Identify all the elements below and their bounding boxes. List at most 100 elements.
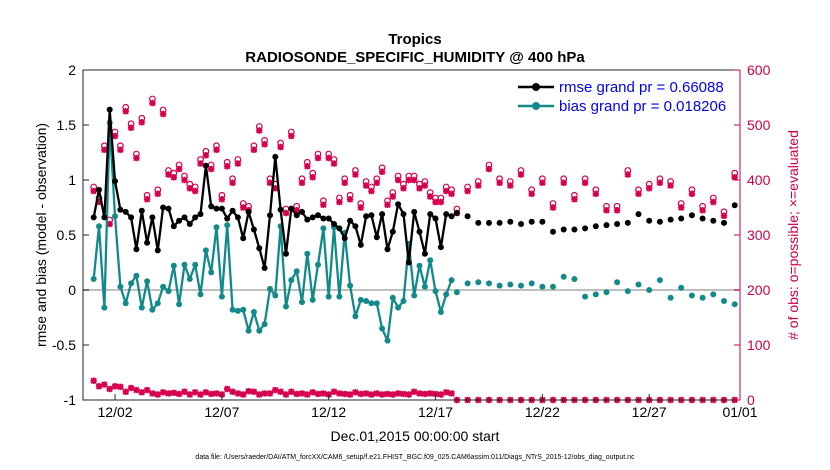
obs-evaluated-marker <box>154 190 161 197</box>
obs-lower-marker <box>384 390 391 398</box>
y-tick-label: -0.5 <box>52 337 76 353</box>
obs-evaluated-marker <box>213 146 220 153</box>
bias-point <box>299 299 305 306</box>
rmse-point <box>224 215 231 222</box>
bias-point <box>464 280 471 287</box>
obs-evaluated-marker <box>277 143 284 151</box>
bias-point <box>229 306 236 313</box>
obs-evaluated-marker <box>309 174 316 181</box>
obs-evaluated-marker <box>186 185 194 192</box>
rmse-point <box>496 219 503 226</box>
obs-evaluated-marker <box>378 168 386 175</box>
bias-point <box>379 325 386 332</box>
bias-point <box>309 296 316 303</box>
rmse-point <box>304 216 311 223</box>
bias-point <box>518 282 524 289</box>
bias-point <box>635 281 642 288</box>
y-tick-label: 0 <box>68 282 76 298</box>
obs-evaluated-marker <box>336 198 343 206</box>
obs-lower-marker <box>426 390 434 397</box>
bias-point <box>731 301 738 308</box>
obs-lower-marker <box>357 390 364 398</box>
bias-point <box>656 277 663 284</box>
rmse-point <box>395 201 402 208</box>
rmse-point <box>416 228 423 235</box>
bias-point <box>528 280 535 287</box>
bias-point <box>181 261 188 268</box>
obs-lower-marker <box>175 390 183 398</box>
rmse-point <box>170 223 177 230</box>
y-tick-label: 1 <box>68 172 76 188</box>
obs-lower-marker <box>117 383 124 390</box>
x-tick-label: 12/12 <box>311 404 346 420</box>
legend-bias-marker <box>532 102 540 110</box>
obs-lower-marker <box>165 390 172 397</box>
y2-tick-label: 500 <box>747 117 771 133</box>
rmse-point <box>721 219 727 226</box>
bias-point <box>560 273 567 280</box>
obs-evaluated-marker <box>143 196 151 203</box>
obs-evaluated-marker <box>613 207 621 214</box>
chart-subtitle: RADIOSONDE_SPECIFIC_HUMIDITY @ 400 hPa <box>245 49 585 66</box>
obs-lower-marker <box>191 389 199 396</box>
obs-lower-marker <box>320 390 327 397</box>
rmse-point <box>363 213 370 220</box>
rmse-point <box>448 213 455 220</box>
obs-evaluated-marker <box>346 196 354 203</box>
obs-evaluated-marker <box>731 174 738 181</box>
obs-evaluated-marker <box>421 182 429 189</box>
rmse-point <box>384 246 391 253</box>
obs-lower-marker <box>159 389 167 396</box>
rmse-point <box>213 205 220 212</box>
bias-point <box>678 284 685 291</box>
rmse-point <box>240 235 247 242</box>
obs-evaluated-marker <box>330 160 338 167</box>
rmse-point <box>112 178 118 185</box>
obs-evaluated-marker <box>191 187 199 195</box>
y2-tick-label: 100 <box>747 337 771 353</box>
obs-lower-marker <box>122 388 129 395</box>
obs-lower-marker <box>149 390 156 397</box>
legend: rmse grand pr = 0.66088 bias grand pr = … <box>511 73 737 119</box>
obs-lower-marker <box>95 383 103 390</box>
bias-point <box>721 298 727 304</box>
rmse-point <box>320 215 327 222</box>
bias-point <box>437 309 444 315</box>
obs-evaluated-marker <box>410 176 418 184</box>
bias-point <box>170 262 177 269</box>
bias-point <box>710 291 717 298</box>
rmse-point <box>550 228 556 235</box>
bias-point <box>448 277 455 284</box>
bias-point <box>421 283 428 290</box>
rmse-point <box>250 226 257 233</box>
obs-evaluated-marker <box>181 176 188 184</box>
obs-evaluated-marker <box>138 119 145 126</box>
rmse-point <box>411 208 418 215</box>
bias-point <box>486 280 492 287</box>
y2-axis-label: # of obs: o=possible; ×=evaluated <box>785 130 801 340</box>
obs-evaluated-marker <box>298 179 306 186</box>
obs-evaluated-marker <box>678 204 685 211</box>
bias-point <box>224 222 231 229</box>
rmse-point <box>453 210 460 216</box>
rmse-point <box>357 241 364 248</box>
rmse-point <box>368 212 375 219</box>
bias-point <box>582 293 589 300</box>
rmse-point <box>539 218 546 225</box>
obs-lower-marker <box>314 390 322 398</box>
bias-point <box>202 247 209 254</box>
obs-evaluated-marker <box>175 165 183 173</box>
rmse-point <box>202 162 209 169</box>
obs-lower-marker <box>111 383 119 390</box>
rmse-point <box>475 219 482 226</box>
data-file-footnote: data file: /Users/raeder/DAI/ATM_forcXX/… <box>195 454 635 461</box>
rmse-point <box>256 245 263 252</box>
obs-evaluated-marker <box>111 132 119 140</box>
rmse-point <box>267 212 273 219</box>
rmse-point <box>101 214 108 221</box>
obs-lower-marker <box>90 377 97 384</box>
obs-evaluated-marker <box>106 220 113 228</box>
legend-box <box>511 73 737 119</box>
bias-point <box>154 300 161 307</box>
